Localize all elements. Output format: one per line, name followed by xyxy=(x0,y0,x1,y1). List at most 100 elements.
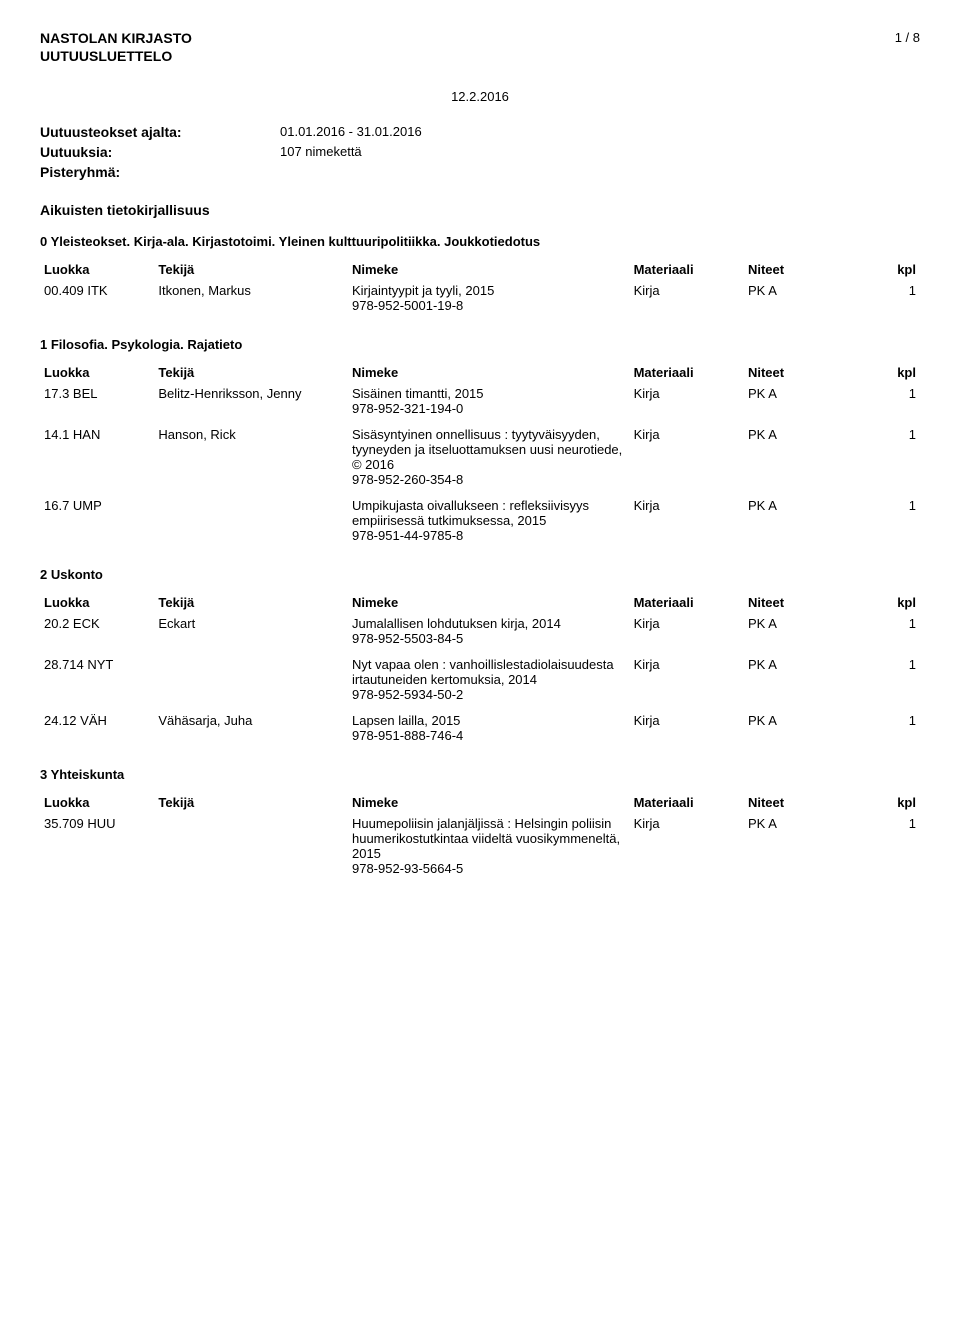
column-header: Tekijä xyxy=(154,592,348,613)
cell-isbn: 978-952-93-5664-5 xyxy=(352,861,626,876)
column-header: Materiaali xyxy=(630,259,744,280)
catalogue-table: LuokkaTekijäNimekeMateriaaliNiteetkpl17.… xyxy=(40,362,920,551)
count-value: 107 nimekettä xyxy=(280,144,362,160)
table-row: 20.2 ECKEckartJumalallisen lohdutuksen k… xyxy=(40,613,920,654)
cell-materiaali: Kirja xyxy=(630,424,744,495)
cell-kpl: 1 xyxy=(850,495,920,551)
cell-kpl: 1 xyxy=(850,613,920,654)
cell-niteet: PK A xyxy=(744,495,850,551)
cell-materiaali: Kirja xyxy=(630,280,744,321)
column-header: kpl xyxy=(850,259,920,280)
cell-tekija: Itkonen, Markus xyxy=(154,280,348,321)
cell-kpl: 1 xyxy=(850,813,920,884)
cell-isbn: 978-951-888-746-4 xyxy=(352,728,626,743)
table-row: 28.714 NYT Nyt vapaa olen : vanhoillisles… xyxy=(40,654,920,710)
cell-tekija xyxy=(154,654,348,710)
column-header: Materiaali xyxy=(630,592,744,613)
cell-luokka: 24.12 VÄH xyxy=(40,710,154,751)
subsection-title: 2 Uskonto xyxy=(40,567,920,582)
cell-tekija: Belitz-Henriksson, Jenny xyxy=(154,383,348,424)
column-header: Niteet xyxy=(744,592,850,613)
cell-isbn: 978-952-321-194-0 xyxy=(352,401,626,416)
column-header: Niteet xyxy=(744,259,850,280)
cell-nimeke: Kirjaintyypit ja tyyli, 2015978-952-5001… xyxy=(348,280,630,321)
count-label: Uutuuksia: xyxy=(40,144,280,160)
cell-niteet: PK A xyxy=(744,813,850,884)
column-header: Materiaali xyxy=(630,792,744,813)
period-value: 01.01.2016 - 31.01.2016 xyxy=(280,124,422,140)
subsection-title: 0 Yleisteokset. Kirja-ala. Kirjastotoimi… xyxy=(40,234,920,249)
report-date: 12.2.2016 xyxy=(40,89,920,104)
cell-isbn: 978-952-5934-50-2 xyxy=(352,687,626,702)
cell-nimeke: Lapsen lailla, 2015978-951-888-746-4 xyxy=(348,710,630,751)
cell-isbn: 978-952-5001-19-8 xyxy=(352,298,626,313)
cell-tekija: Vähäsarja, Juha xyxy=(154,710,348,751)
catalogue-table: LuokkaTekijäNimekeMateriaaliNiteetkpl00.… xyxy=(40,259,920,321)
subsection-title: 1 Filosofia. Psykologia. Rajatieto xyxy=(40,337,920,352)
cell-kpl: 1 xyxy=(850,710,920,751)
table-row: 14.1 HANHanson, RickSisäsyntyinen onnell… xyxy=(40,424,920,495)
column-header: kpl xyxy=(850,362,920,383)
column-header: kpl xyxy=(850,792,920,813)
table-row: 00.409 ITKItkonen, MarkusKirjaintyypit j… xyxy=(40,280,920,321)
cell-materiaali: Kirja xyxy=(630,710,744,751)
cell-luokka: 20.2 ECK xyxy=(40,613,154,654)
period-label: Uutuusteokset ajalta: xyxy=(40,124,280,140)
group-label: Pisteryhmä: xyxy=(40,164,280,180)
list-type: UUTUUSLUETTELO xyxy=(40,48,920,64)
cell-nimeke: Sisäsyntyinen onnellisuus : tyytyväisyyd… xyxy=(348,424,630,495)
column-header: Nimeke xyxy=(348,259,630,280)
column-header: Tekijä xyxy=(154,259,348,280)
cell-niteet: PK A xyxy=(744,613,850,654)
cell-nimeke: Huumepoliisin jalanjäljissä : Helsingin … xyxy=(348,813,630,884)
table-row: 17.3 BELBelitz-Henriksson, JennySisäinen… xyxy=(40,383,920,424)
cell-isbn: 978-952-5503-84-5 xyxy=(352,631,626,646)
column-header: Tekijä xyxy=(154,792,348,813)
subsection-title: 3 Yhteiskunta xyxy=(40,767,920,782)
top-section-title: Aikuisten tietokirjallisuus xyxy=(40,202,920,218)
catalogue-table: LuokkaTekijäNimekeMateriaaliNiteetkpl20.… xyxy=(40,592,920,751)
cell-nimeke: Umpikujasta oivallukseen : refleksiivisy… xyxy=(348,495,630,551)
cell-tekija: Hanson, Rick xyxy=(154,424,348,495)
table-row: 35.709 HUU Huumepoliisin jalanjäljissä : … xyxy=(40,813,920,884)
page-number: 1 / 8 xyxy=(895,30,920,46)
column-header: Nimeke xyxy=(348,362,630,383)
cell-tekija xyxy=(154,495,348,551)
cell-luokka: 17.3 BEL xyxy=(40,383,154,424)
column-header: kpl xyxy=(850,592,920,613)
table-row: 16.7 UMP Umpikujasta oivallukseen : refle… xyxy=(40,495,920,551)
cell-luokka: 16.7 UMP xyxy=(40,495,154,551)
cell-nimeke: Nyt vapaa olen : vanhoillislestadiolaisu… xyxy=(348,654,630,710)
cell-niteet: PK A xyxy=(744,280,850,321)
cell-luokka: 35.709 HUU xyxy=(40,813,154,884)
cell-niteet: PK A xyxy=(744,654,850,710)
cell-luokka: 00.409 ITK xyxy=(40,280,154,321)
cell-kpl: 1 xyxy=(850,654,920,710)
cell-kpl: 1 xyxy=(850,424,920,495)
cell-materiaali: Kirja xyxy=(630,383,744,424)
cell-niteet: PK A xyxy=(744,710,850,751)
cell-kpl: 1 xyxy=(850,383,920,424)
column-header: Nimeke xyxy=(348,792,630,813)
cell-tekija xyxy=(154,813,348,884)
column-header: Luokka xyxy=(40,592,154,613)
column-header: Tekijä xyxy=(154,362,348,383)
column-header: Niteet xyxy=(744,362,850,383)
cell-nimeke: Jumalallisen lohdutuksen kirja, 2014978-… xyxy=(348,613,630,654)
column-header: Luokka xyxy=(40,362,154,383)
cell-luokka: 14.1 HAN xyxy=(40,424,154,495)
cell-luokka: 28.714 NYT xyxy=(40,654,154,710)
column-header: Luokka xyxy=(40,792,154,813)
cell-kpl: 1 xyxy=(850,280,920,321)
library-name: NASTOLAN KIRJASTO xyxy=(40,30,192,46)
cell-niteet: PK A xyxy=(744,383,850,424)
cell-tekija: Eckart xyxy=(154,613,348,654)
table-row: 24.12 VÄHVähäsarja, JuhaLapsen lailla, 2… xyxy=(40,710,920,751)
cell-isbn: 978-951-44-9785-8 xyxy=(352,528,626,543)
cell-nimeke: Sisäinen timantti, 2015978-952-321-194-0 xyxy=(348,383,630,424)
catalogue-table: LuokkaTekijäNimekeMateriaaliNiteetkpl35.… xyxy=(40,792,920,884)
cell-materiaali: Kirja xyxy=(630,613,744,654)
column-header: Nimeke xyxy=(348,592,630,613)
column-header: Materiaali xyxy=(630,362,744,383)
cell-materiaali: Kirja xyxy=(630,654,744,710)
